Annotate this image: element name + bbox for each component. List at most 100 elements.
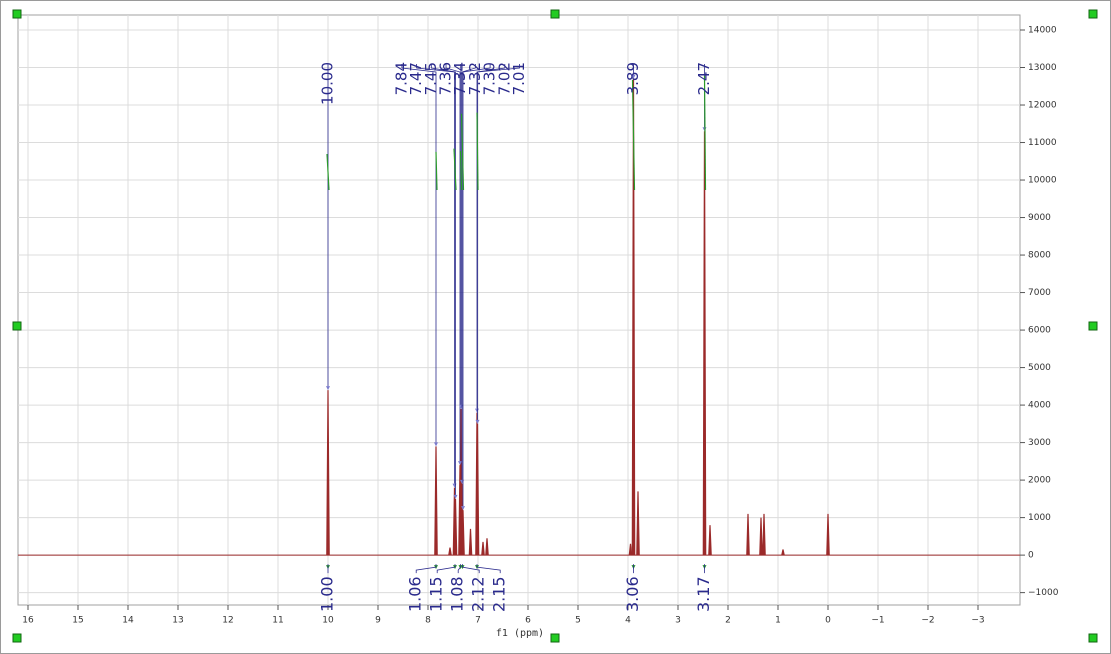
integral-curve xyxy=(460,113,465,191)
peak-label: 10.00 xyxy=(319,62,337,105)
x-tick-label: 16 xyxy=(22,616,34,626)
x-tick-label: 15 xyxy=(72,616,83,626)
peak xyxy=(762,513,766,556)
peak-label: 7.45 xyxy=(422,62,440,95)
x-tick-label: 9 xyxy=(375,616,381,626)
x-tick-label: 10 xyxy=(322,616,334,626)
peak-connector xyxy=(462,64,491,507)
peak xyxy=(746,513,750,556)
peak-connector xyxy=(477,64,520,420)
integral-bracket xyxy=(436,564,456,574)
integral-curve xyxy=(435,151,438,191)
peak-connector xyxy=(430,64,456,495)
peak-connector xyxy=(476,64,506,409)
x-axis-title: f1 (ppm) xyxy=(496,628,544,639)
peak-marker xyxy=(475,419,480,424)
x-tick-label: −2 xyxy=(921,616,934,626)
peak-label: 7.02 xyxy=(495,62,513,95)
integral-curve xyxy=(703,75,707,191)
integral-label: 2.12 xyxy=(469,576,488,612)
peak-marker xyxy=(434,442,438,447)
x-tick-label: 1 xyxy=(775,616,781,626)
y-tick-label: 7000 xyxy=(1028,288,1051,298)
y-tick-label: 9000 xyxy=(1028,213,1051,223)
y-tick-label: 5000 xyxy=(1028,363,1051,373)
x-tick-label: −3 xyxy=(971,616,984,626)
peak-marker xyxy=(453,494,458,499)
integral-bracket xyxy=(457,564,461,574)
x-tick-label: 2 xyxy=(725,616,731,626)
x-tick-label: 11 xyxy=(272,616,283,626)
peak xyxy=(453,498,458,556)
x-tick-label: 14 xyxy=(122,616,134,626)
peak xyxy=(468,528,473,556)
peak-marker xyxy=(461,506,465,511)
peak xyxy=(826,513,830,556)
integral-label: 1.08 xyxy=(448,576,467,612)
x-tick-label: 8 xyxy=(425,616,431,626)
integral-curve xyxy=(476,112,479,191)
peak-connector xyxy=(445,64,461,462)
x-tick-label: 13 xyxy=(172,616,183,626)
integral-label: 2.15 xyxy=(490,576,509,612)
integral-label: 1.06 xyxy=(406,576,425,612)
peak-label: 7.01 xyxy=(510,62,528,95)
peak xyxy=(636,491,640,556)
y-tick-label: 3000 xyxy=(1028,438,1051,448)
peak xyxy=(759,517,763,556)
peak xyxy=(708,525,712,556)
integral-label: 1.00 xyxy=(318,576,337,612)
y-tick-label: 8000 xyxy=(1028,251,1051,261)
peak-label: 7.34 xyxy=(451,62,469,95)
marks xyxy=(18,64,1020,574)
peak-connector xyxy=(461,64,476,480)
handle[interactable] xyxy=(1088,633,1098,643)
peak-label: 7.30 xyxy=(481,62,499,95)
x-tick-label: 6 xyxy=(525,616,531,626)
peak-connector xyxy=(416,64,455,484)
handle[interactable] xyxy=(1088,9,1098,19)
handle[interactable] xyxy=(550,633,560,643)
y-tick-label: 13000 xyxy=(1028,63,1057,73)
plot-frame xyxy=(17,14,1021,606)
integral-bracket xyxy=(462,564,480,574)
x-tick-label: 4 xyxy=(625,616,631,626)
y-tick-label: 4000 xyxy=(1028,401,1051,411)
peak xyxy=(485,538,489,556)
peak xyxy=(781,549,785,556)
y-tick-label: 6000 xyxy=(1028,326,1051,336)
integral-curve xyxy=(453,148,457,191)
handle[interactable] xyxy=(12,321,22,331)
x-tick-label: 0 xyxy=(825,616,831,626)
peak-label: 7.47 xyxy=(407,62,425,95)
peak xyxy=(628,543,633,556)
peak-marker xyxy=(631,74,636,79)
peak xyxy=(475,423,480,556)
x-tick-label: 7 xyxy=(475,616,481,626)
integral-label: 3.06 xyxy=(623,576,642,612)
y-tick-label: 2000 xyxy=(1028,476,1051,486)
handle[interactable] xyxy=(12,633,22,643)
integral-curve xyxy=(326,153,330,191)
y-tick-label: 11000 xyxy=(1028,138,1057,148)
handle[interactable] xyxy=(12,9,22,19)
peak xyxy=(461,510,465,556)
y-tick-label: 12000 xyxy=(1028,101,1057,111)
x-tick-label: 5 xyxy=(575,616,581,626)
y-tick-label: 1000 xyxy=(1028,513,1051,523)
peak-label: 3.89 xyxy=(624,62,642,95)
handle[interactable] xyxy=(1088,321,1098,331)
peak-marker xyxy=(458,461,462,466)
y-tick-label: −1000 xyxy=(1028,588,1059,598)
x-tick-label: 3 xyxy=(675,616,681,626)
handle[interactable] xyxy=(550,9,560,19)
y-tick-label: 0 xyxy=(1028,551,1034,561)
peak-marker xyxy=(326,386,330,391)
integral-curve xyxy=(631,79,636,191)
peak-label: 7.32 xyxy=(466,62,484,95)
peak xyxy=(481,541,485,556)
x-tick-label: 12 xyxy=(222,616,233,626)
y-tick-label: 14000 xyxy=(1028,26,1057,36)
integral-label: 3.17 xyxy=(694,576,713,612)
